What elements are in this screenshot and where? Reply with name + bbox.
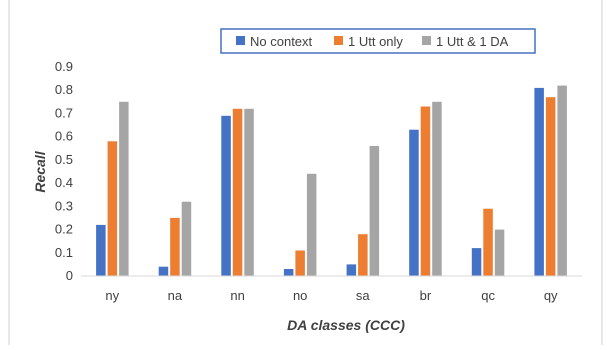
y-tick-label-4: 0.4 [55, 175, 73, 190]
x-tick-label-qy: qy [544, 288, 558, 303]
bar-qc-series-1 [483, 208, 493, 276]
bar-nn-series-2 [244, 108, 254, 276]
x-tick-label-na: na [168, 288, 183, 303]
y-tick-label-9: 0.9 [55, 59, 73, 74]
legend-label-no-context: No context [250, 34, 313, 49]
bar-sa-series-0 [346, 264, 357, 276]
bar-qy-series-2 [557, 85, 567, 276]
y-axis-ticks: 0 0.1 0.2 0.3 0.4 0.5 0.6 0.7 0.8 0.9 [55, 59, 73, 283]
y-tick-label-1: 0.1 [55, 245, 73, 260]
bar-no-series-1 [295, 250, 305, 276]
bar-no-series-0 [283, 269, 294, 276]
bar-nn-series-1 [232, 108, 243, 276]
y-tick-label-2: 0.2 [55, 222, 73, 237]
legend-label-1-utt-1-da: 1 Utt & 1 DA [436, 34, 509, 49]
bar-no-series-2 [306, 173, 317, 276]
y-axis-title: Recall [32, 150, 48, 192]
legend-box [220, 28, 536, 54]
legend: No context 1 Utt only 1 Utt & 1 DA [220, 28, 536, 54]
bar-ny-series-2 [119, 101, 129, 276]
bar-sa-series-1 [358, 234, 368, 276]
bar-sa-series-2 [369, 146, 380, 276]
x-axis-title: DA classes (CCC) [287, 317, 405, 333]
y-tick-label-5: 0.5 [55, 152, 73, 167]
y-tick-label-6: 0.6 [55, 129, 73, 144]
legend-swatch-1-utt-only [334, 36, 343, 45]
y-tick-label-3: 0.3 [55, 198, 73, 213]
bar-qy-series-1 [545, 97, 556, 276]
bar-ny-series-1 [107, 141, 118, 276]
legend-swatch-1-utt-1-da [422, 36, 431, 45]
x-axis-ticks: ny na nn no sa br qc qy [105, 288, 558, 303]
bar-br-series-0 [409, 129, 419, 276]
bar-br-series-1 [420, 106, 431, 276]
legend-swatch-no-context [236, 36, 245, 45]
bar-ny-series-0 [96, 224, 106, 276]
bar-qc-series-2 [494, 229, 505, 276]
bar-na-series-0 [158, 266, 169, 276]
x-tick-label-no: no [293, 288, 307, 303]
x-tick-label-br: br [420, 288, 432, 303]
bar-qc-series-0 [471, 248, 482, 276]
x-tick-label-ny: ny [105, 288, 119, 303]
y-tick-label-0: 0 [66, 268, 73, 283]
bar-na-series-2 [181, 201, 192, 276]
bar-nn-series-0 [221, 115, 231, 276]
bar-na-series-1 [170, 217, 180, 276]
x-tick-label-sa: sa [356, 288, 371, 303]
legend-label-1-utt-only: 1 Utt only [348, 34, 403, 49]
x-tick-label-nn: nn [230, 288, 244, 303]
y-tick-label-7: 0.7 [55, 105, 73, 120]
bars [96, 85, 567, 277]
bar-qy-series-0 [534, 87, 544, 277]
bar-br-series-2 [432, 101, 442, 276]
y-tick-label-8: 0.8 [55, 82, 73, 97]
x-tick-label-qc: qc [481, 288, 495, 303]
